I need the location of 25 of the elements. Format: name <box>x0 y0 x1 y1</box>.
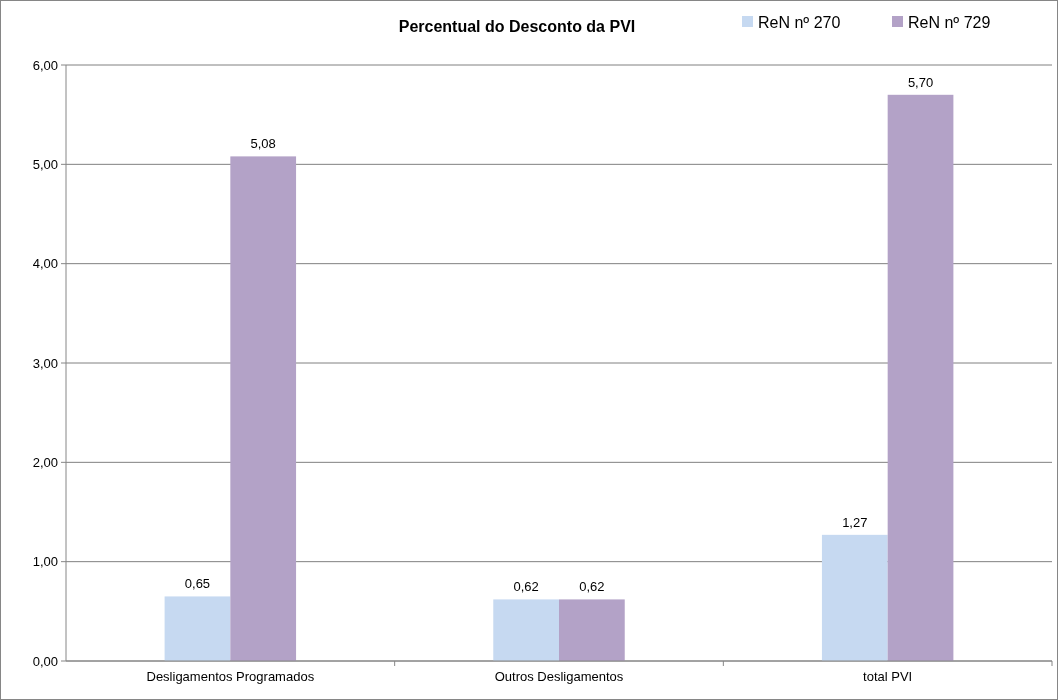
legend-label: ReN nº 729 <box>908 13 991 31</box>
data-label: 5,08 <box>250 136 276 152</box>
bar <box>164 596 231 661</box>
bar <box>887 94 954 661</box>
y-tick-label: 0,00 <box>32 653 58 669</box>
y-tick-label: 6,00 <box>32 57 58 73</box>
bar <box>821 534 888 661</box>
data-label: 1,27 <box>842 514 868 530</box>
bar <box>230 156 297 661</box>
y-tick-label: 5,00 <box>32 156 58 172</box>
legend-label: ReN nº 270 <box>758 13 841 31</box>
chart-title: Percentual do Desconto da PVI <box>398 18 636 35</box>
data-label: 0,62 <box>513 579 539 595</box>
x-tick-label: Outros Desligamentos <box>494 669 624 684</box>
y-tick-label: 2,00 <box>32 454 58 470</box>
data-label: 0,65 <box>184 576 211 592</box>
data-label: 0,62 <box>579 579 605 595</box>
y-tick-label: 1,00 <box>32 554 58 570</box>
x-tick-label: total PVI <box>863 669 913 684</box>
data-label: 5,70 <box>907 74 934 90</box>
bar <box>559 599 625 661</box>
bar <box>493 599 559 661</box>
x-tick-label: Desligamentos Programados <box>146 669 315 684</box>
y-tick-label: 3,00 <box>32 355 58 371</box>
y-tick-label: 4,00 <box>32 256 58 272</box>
